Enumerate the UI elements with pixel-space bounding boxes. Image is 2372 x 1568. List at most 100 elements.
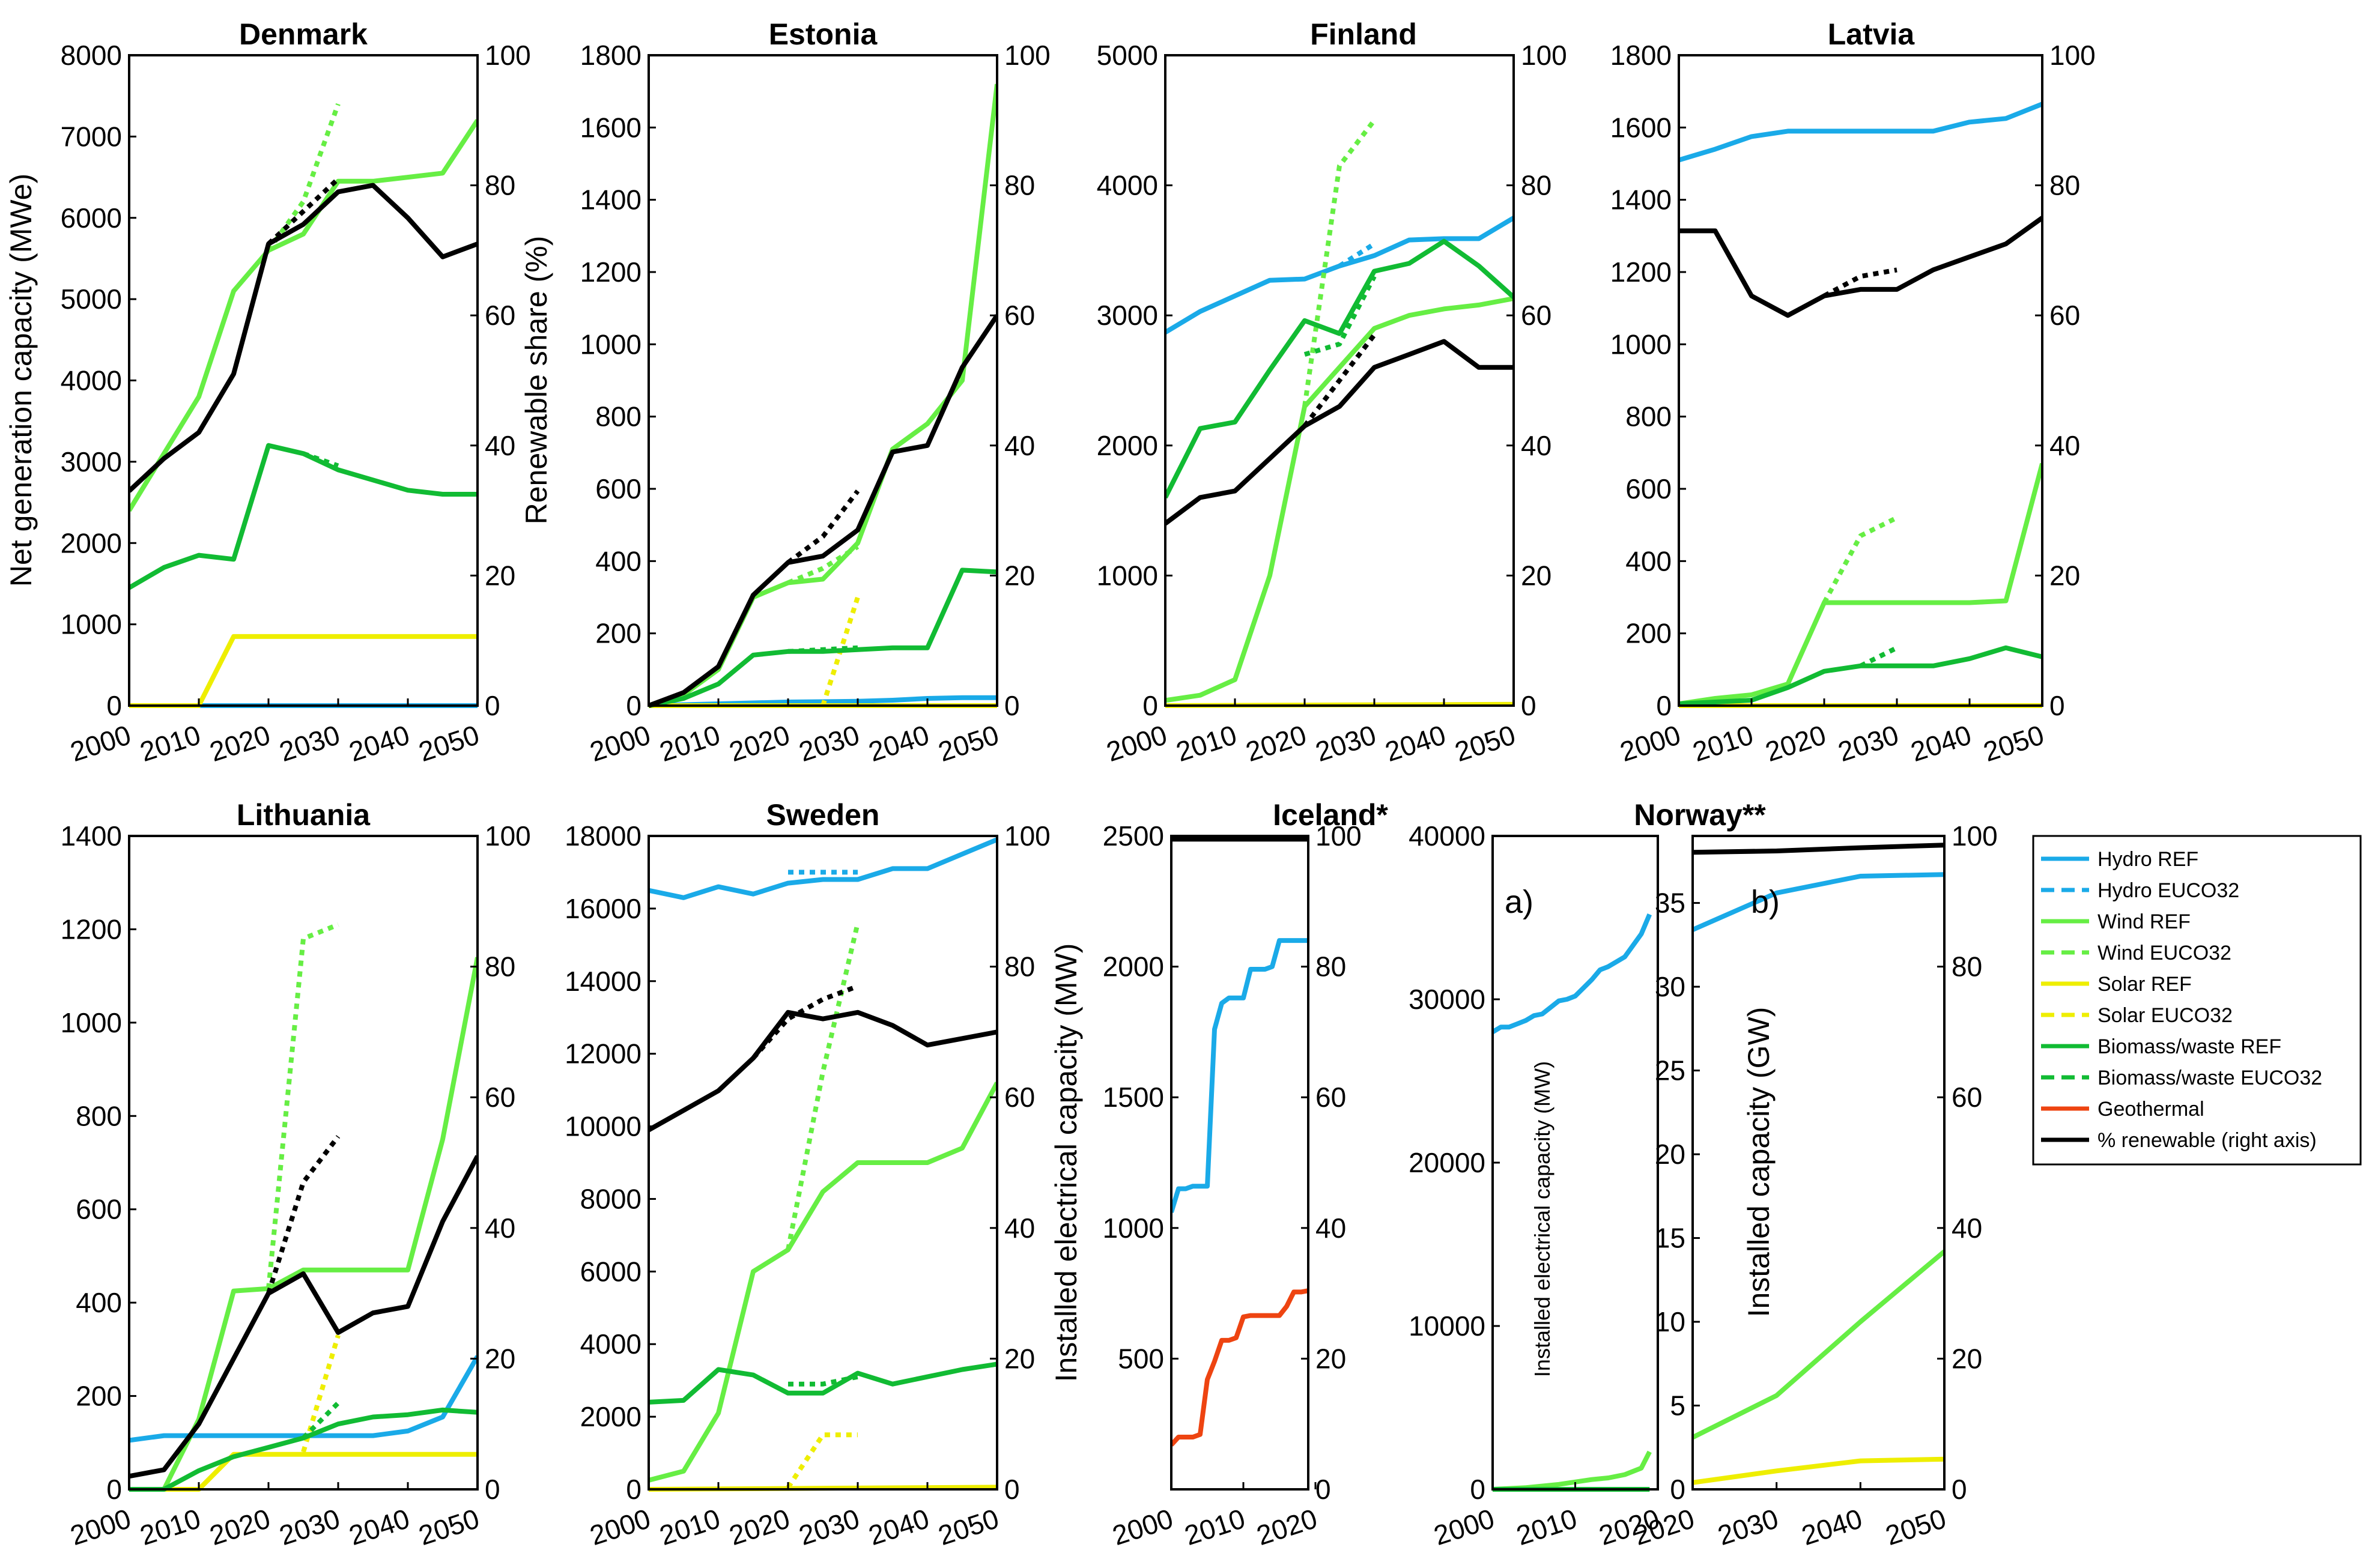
y-tick-label: 4000 (61, 365, 122, 396)
series-renewable-right-axis (129, 1155, 478, 1479)
panel-sweden: 0 2000 4000 6000 8000 10000 12000 14000 16000 180… (565, 798, 1051, 1551)
y-tick-label: 0 (1656, 690, 1672, 721)
y-right-tick-label: 40 (485, 1212, 515, 1244)
y-tick-label: 0 (1142, 690, 1158, 721)
y-tick-label: 40000 (1409, 820, 1485, 852)
y-right-tick-label: 20 (1004, 560, 1035, 591)
series-wind-ref (129, 119, 478, 512)
y-tick-label: 4000 (1097, 170, 1158, 201)
y-right-tick-label: 60 (1315, 1082, 1346, 1113)
y-tick-label: 3000 (61, 446, 122, 477)
y-tick-label: 5 (1670, 1390, 1685, 1421)
y-tick-label: 800 (595, 401, 642, 432)
y-tick-label: 0 (626, 690, 642, 721)
y-right-tick-label: 0 (1315, 1474, 1331, 1505)
series-biomass-waste-euco32 (1303, 275, 1377, 357)
y-tick-label: 1800 (580, 40, 642, 71)
axes-frame (1170, 835, 1309, 1491)
series-group (1693, 843, 1944, 1485)
y-right-tick-label: 40 (2049, 430, 2080, 461)
y-tick-label: 2500 (1103, 820, 1164, 852)
y-tick-label: 30000 (1409, 984, 1485, 1015)
axes-frame (648, 54, 998, 707)
y-tick-label: 1600 (1610, 112, 1672, 143)
y-tick-label: 30 (1655, 971, 1685, 1002)
series-wind-euco32 (786, 922, 860, 1250)
y-right-tick-label: 80 (485, 170, 515, 201)
axes-frame (1678, 54, 2043, 707)
y-tick-label: 800 (76, 1100, 122, 1131)
y-right-tick-label: 0 (1952, 1474, 1967, 1505)
y-tick-label: 2000 (580, 1401, 642, 1432)
y-tick-label: 14000 (565, 966, 642, 997)
series-hydro-euco32 (1338, 241, 1376, 268)
panel-title: Lithuania (237, 798, 371, 832)
y-axis-label: Net generation capacity (MWe) (4, 174, 38, 587)
series-renewable-euco32 (1823, 267, 1897, 298)
legend: Hydro REF Hydro EUCO32 Wind REF Wind EUCO32… (2032, 835, 2362, 1166)
panel-title: Estonia (769, 17, 878, 51)
series-wind-ref (1165, 296, 1514, 703)
axes-frame (1164, 54, 1515, 707)
series-renewable-right-axis (1165, 339, 1514, 526)
y-tick-label: 500 (1118, 1343, 1164, 1374)
series-wind-ref (1693, 1249, 1944, 1440)
series-group (129, 922, 478, 1492)
y-tick-label: 15 (1655, 1223, 1685, 1254)
y-axis-label: Installed electrical capacity (MW) (1049, 943, 1083, 1382)
y-tick-label: 5000 (61, 283, 122, 315)
series-solar-ref (1693, 1456, 1944, 1485)
y-tick-label: 600 (595, 473, 642, 504)
series-biomass-waste-ref (129, 443, 478, 590)
y-tick-label: 4000 (580, 1328, 642, 1360)
y-right-tick-label: 40 (1952, 1212, 1982, 1244)
series-renewable-right-axis (1693, 843, 1944, 855)
y-right-tick-label: 60 (1004, 1082, 1035, 1113)
y-tick-label: 800 (1625, 401, 1672, 432)
y-right-tick-label: 0 (1004, 690, 1020, 721)
y-tick-label: 20000 (1409, 1147, 1485, 1178)
y-tick-label: 6000 (61, 202, 122, 234)
y-right-tick-label: 40 (1315, 1212, 1346, 1244)
y-tick-label: 1000 (1103, 1212, 1164, 1244)
y-right-tick-label: 80 (1004, 170, 1035, 201)
y-right-tick-label: 0 (485, 690, 500, 721)
y-right-tick-label: 80 (1315, 951, 1346, 982)
series-hydro-ref (1679, 101, 2042, 163)
y-tick-label: 200 (76, 1381, 122, 1412)
series-group (1165, 118, 1514, 708)
series-wind-ref (649, 1082, 997, 1483)
y-tick-label: 0 (626, 1474, 642, 1505)
y-right-tick-label: 0 (1521, 690, 1536, 721)
y-tick-label: 1500 (1103, 1082, 1164, 1113)
y-tick-label: 600 (76, 1194, 122, 1225)
axes-frame (648, 835, 998, 1491)
y-right-tick-label: 20 (485, 560, 515, 591)
y-tick-label: 2000 (61, 527, 122, 558)
y-axis-label: Renewable share (%) (520, 236, 553, 525)
y-tick-label: 2000 (1103, 951, 1164, 982)
panel-title: Latvia (1828, 17, 1915, 51)
series-renewable-euco32 (267, 177, 340, 246)
series-renewable-euco32 (266, 1135, 341, 1294)
y-right-tick-label: 80 (1952, 951, 1982, 982)
y-tick-label: 10000 (565, 1111, 642, 1142)
panel-tag: a) (1505, 884, 1533, 920)
y-tick-label: 1400 (61, 820, 122, 852)
series-biomass-waste-euco32 (788, 1374, 858, 1387)
y-tick-label: 12000 (565, 1038, 642, 1070)
panel-title: Finland (1310, 17, 1417, 51)
legend-label-biomass-waste-ref: Biomass/waste REF (2097, 1035, 2281, 1058)
legend-label-biomass-waste-euco32: Biomass/waste EUCO32 (2097, 1067, 2322, 1089)
y-tick-label: 400 (595, 545, 642, 577)
series-renewable-euco32 (1302, 333, 1377, 428)
series-renewable-right-axis (649, 1010, 997, 1133)
y-tick-label: 600 (1625, 473, 1672, 504)
series-wind-euco32 (787, 544, 860, 586)
legend-label-wind-euco32: Wind EUCO32 (2097, 942, 2231, 964)
